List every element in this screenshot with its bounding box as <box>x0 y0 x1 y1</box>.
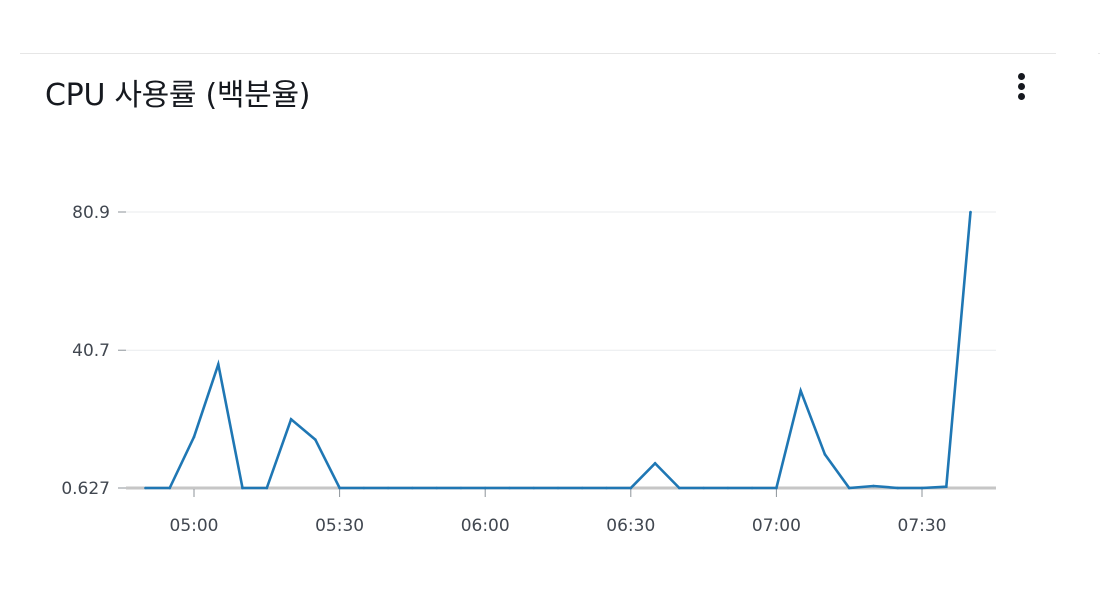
data-point <box>362 486 366 490</box>
data-point <box>435 486 438 490</box>
x-axis-ticks: 05:00 05:30 06:00 06:30 07:00 07:30 <box>170 489 947 536</box>
widget-title: CPU 사용률 (백분율) <box>45 78 311 113</box>
data-point <box>872 484 875 488</box>
x-tick-label: 05:00 <box>170 516 219 536</box>
data-point <box>580 486 584 490</box>
more-vertical-icon[interactable] <box>1010 70 1034 104</box>
data-point <box>969 210 972 214</box>
data-point <box>144 486 147 490</box>
y-tick-label: 0.627 <box>61 479 110 499</box>
x-tick-label: 07:30 <box>898 516 947 536</box>
data-point <box>775 486 778 490</box>
series-layer <box>144 210 972 490</box>
menu-dot <box>1018 83 1025 90</box>
data-point <box>629 486 633 490</box>
x-tick-label: 07:00 <box>752 516 801 536</box>
y-axis-ticks: 80.9 40.7 0.627 <box>61 203 110 499</box>
data-point <box>847 486 851 490</box>
data-point <box>265 486 269 490</box>
x-tick-label: 06:30 <box>606 516 655 536</box>
data-point <box>289 418 293 421</box>
grid-layer <box>118 211 996 490</box>
data-point <box>920 486 924 490</box>
data-point <box>459 486 463 490</box>
y-tick-label: 80.9 <box>72 203 110 223</box>
y-tick-label: 40.7 <box>72 341 110 361</box>
data-point <box>702 486 705 490</box>
data-point <box>508 486 511 490</box>
data-point <box>338 486 341 490</box>
data-point <box>192 435 196 439</box>
data-point <box>483 486 487 490</box>
data-point <box>216 363 220 366</box>
data-point <box>896 486 900 490</box>
data-point <box>241 486 244 490</box>
data-point <box>750 486 754 490</box>
data-point <box>411 486 414 490</box>
data-point <box>314 438 317 441</box>
data-point <box>556 486 560 490</box>
x-tick-label: 05:30 <box>315 516 364 536</box>
data-point <box>823 453 827 456</box>
data-point <box>653 462 657 465</box>
data-point <box>605 486 608 490</box>
menu-dot <box>1018 93 1025 100</box>
data-point <box>386 486 390 490</box>
adjacent-widget-edge <box>1098 53 1100 54</box>
data-point <box>678 486 681 490</box>
data-point <box>168 486 172 490</box>
widget-top-divider <box>20 53 1056 54</box>
data-point <box>726 486 730 490</box>
x-tick-label: 06:00 <box>461 516 510 536</box>
menu-dot <box>1018 73 1025 80</box>
data-point <box>944 485 948 489</box>
data-point <box>799 389 802 393</box>
data-point <box>532 486 536 490</box>
